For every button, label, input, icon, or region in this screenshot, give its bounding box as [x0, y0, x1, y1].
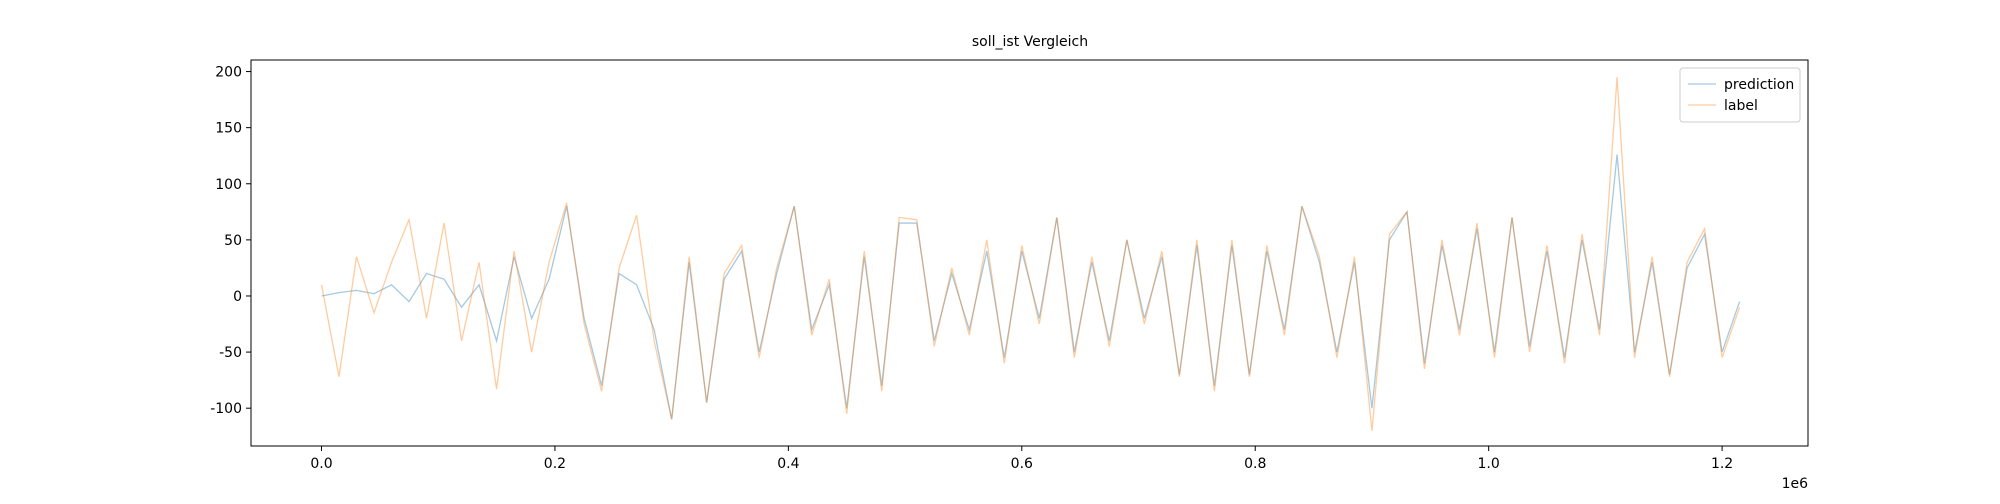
plot-frame	[250, 59, 1809, 447]
series-line	[321, 154, 1741, 420]
x-tick-label: 0.8	[1244, 456, 1266, 472]
series-line	[320, 77, 1741, 431]
y-tick-label: 150	[215, 121, 242, 137]
y-tick-label: 50	[224, 233, 242, 249]
legend-box	[1679, 67, 1801, 123]
chart-title: soll_ist Vergleich	[972, 34, 1088, 50]
y-tick-label: 0	[233, 289, 242, 305]
x-tick-label: 0.6	[1011, 456, 1033, 472]
y-tick-label: 100	[215, 177, 242, 193]
y-tick-label: -50	[219, 345, 242, 361]
y-tick-label: -100	[210, 401, 242, 417]
legend-label: label	[1724, 98, 1758, 114]
x-tick-label: 0.4	[777, 456, 799, 472]
y-tick-label: 200	[215, 65, 242, 81]
x-tick-label: 0.2	[544, 456, 566, 472]
x-tick-label: 1.0	[1478, 456, 1500, 472]
x-tick-label: 0.0	[310, 456, 332, 472]
legend-label: prediction	[1724, 77, 1794, 93]
x-offset-label: 1e6	[1782, 476, 1809, 492]
x-tick-label: 1.2	[1711, 456, 1733, 472]
